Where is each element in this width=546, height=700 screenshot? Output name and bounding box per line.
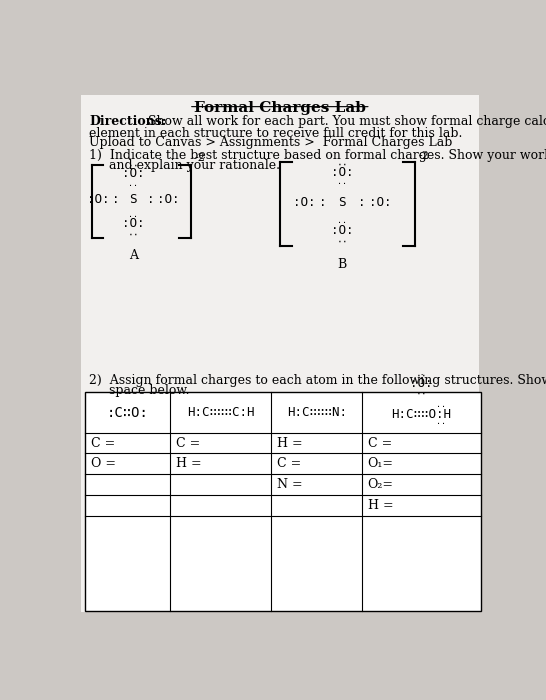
Text: :O:: :O: (331, 166, 353, 179)
Bar (85, 392, 481, 610)
Text: H =: H = (277, 437, 302, 449)
Text: C =: C = (176, 437, 200, 449)
Text: space below.: space below. (90, 384, 190, 397)
Text: O₂=: O₂= (367, 478, 394, 491)
Text: -2: -2 (194, 153, 205, 163)
Text: O =: O = (91, 457, 116, 470)
Text: Show all work for each part. You must show formal charge calculations for each: Show all work for each part. You must sh… (144, 116, 546, 128)
Text: :O:: :O: (87, 193, 110, 206)
Text: :C∷O:: :C∷O: (107, 405, 149, 419)
Text: A: A (129, 249, 138, 262)
Text: ⋅⋅: ⋅⋅ (436, 402, 446, 410)
Text: ⋅⋅: ⋅⋅ (336, 160, 348, 169)
Text: :O:: :O: (157, 193, 179, 206)
Text: :: : (319, 196, 327, 209)
Text: S: S (339, 196, 346, 209)
Text: C =: C = (277, 457, 301, 470)
Text: Upload to Canvas > Assignments >  Formal Charges Lab: Upload to Canvas > Assignments > Formal … (90, 136, 453, 149)
Text: ⋅⋅: ⋅⋅ (128, 181, 138, 190)
Text: :O:: :O: (369, 196, 391, 209)
Text: element in each structure to receive full credit for this lab.: element in each structure to receive ful… (90, 127, 463, 139)
Text: H:C∷∷∷N:: H:C∷∷∷N: (287, 406, 347, 419)
Text: and explain your rationale.: and explain your rationale. (90, 160, 281, 172)
Text: S: S (129, 193, 137, 206)
Text: Directions:: Directions: (90, 116, 167, 128)
Text: ⋅⋅: ⋅⋅ (336, 237, 348, 246)
Text: H:C∷∷O:H: H:C∷∷O:H (391, 408, 452, 421)
Text: C =: C = (91, 437, 115, 449)
Text: C =: C = (367, 437, 392, 449)
Text: ⋅⋅: ⋅⋅ (337, 179, 347, 188)
Text: N =: N = (277, 478, 302, 491)
Text: ⋅⋅: ⋅⋅ (416, 371, 428, 381)
Text: ⋅⋅: ⋅⋅ (127, 161, 139, 172)
Text: H =: H = (367, 499, 393, 512)
Text: :O:: :O: (331, 225, 353, 237)
Text: :O:: :O: (122, 167, 145, 180)
Text: 2)  Assign formal charges to each atom in the following structures. Show your wo: 2) Assign formal charges to each atom in… (90, 374, 546, 387)
Text: 1)  Indicate the best structure based on formal charges. Show your work for both: 1) Indicate the best structure based on … (90, 149, 546, 162)
Text: :: : (147, 193, 155, 206)
Text: H:C∷∷∷C:H: H:C∷∷∷C:H (187, 406, 254, 419)
Text: :: : (112, 193, 119, 206)
Text: :O:: :O: (122, 218, 145, 230)
Text: ⋅⋅: ⋅⋅ (416, 389, 428, 399)
Text: ⋅⋅: ⋅⋅ (436, 419, 446, 428)
Text: :: : (358, 196, 365, 209)
Text: H =: H = (176, 457, 201, 470)
Text: ⋅⋅: ⋅⋅ (128, 212, 138, 220)
Text: B: B (337, 258, 347, 271)
Text: Formal Charges Lab: Formal Charges Lab (194, 102, 366, 116)
Text: -2: -2 (419, 150, 430, 160)
Text: :O:: :O: (293, 196, 315, 209)
FancyBboxPatch shape (81, 94, 479, 612)
Text: :O:: :O: (410, 377, 433, 390)
Text: O₁=: O₁= (367, 457, 394, 470)
Text: ⋅⋅: ⋅⋅ (127, 230, 139, 240)
Text: ⋅⋅: ⋅⋅ (337, 218, 347, 228)
